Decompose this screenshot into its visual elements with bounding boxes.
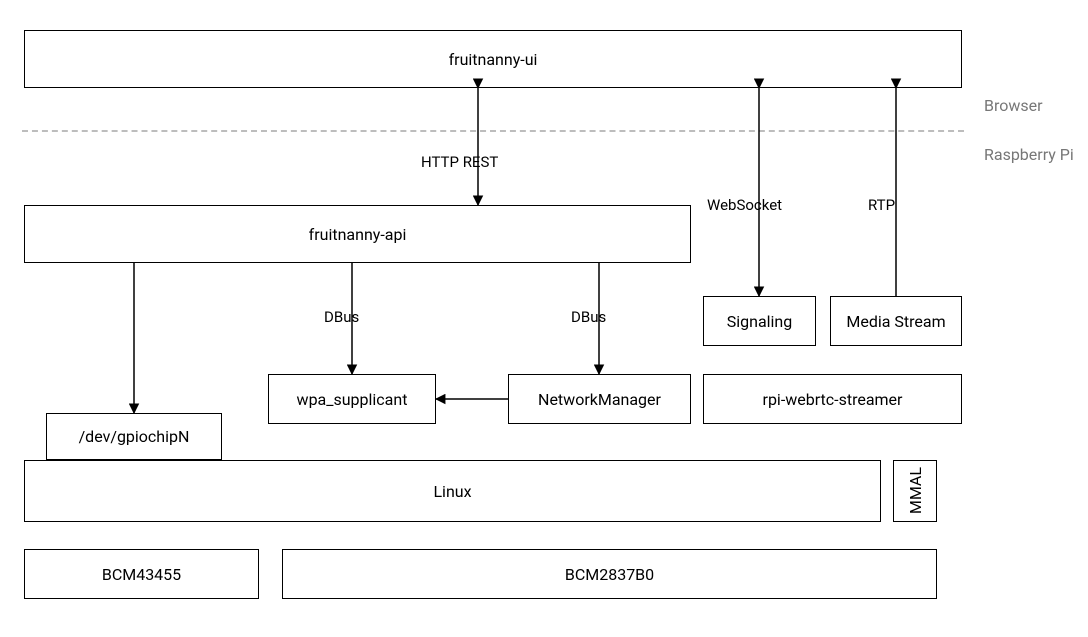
box-label: NetworkManager [538,390,661,409]
box-label: fruitnanny-ui [449,50,538,69]
box-label: MMAL [906,467,925,514]
box-gpiochip: /dev/gpiochipN [46,413,222,460]
box-label: BCM2837B0 [565,565,654,584]
box-label: Linux [433,482,471,501]
box-signaling: Signaling [703,296,816,346]
box-label: BCM43455 [102,565,181,584]
section-label-browser: Browser [984,96,1043,115]
box-label: fruitnanny-api [309,225,407,244]
box-label: /dev/gpiochipN [79,427,190,446]
edge-label-dbus-nm: DBus [571,308,606,326]
box-fruitnanny-ui: fruitnanny-ui [24,30,962,88]
box-bcm43455: BCM43455 [24,549,259,599]
box-label: Signaling [727,312,793,331]
box-label: wpa_supplicant [297,390,408,409]
box-mmal: MMAL [893,460,937,522]
diagram-canvas: Browser Raspberry Pi fruitnanny-ui fruit… [0,0,1088,637]
box-media-stream: Media Stream [830,296,962,346]
edge-label-websocket: WebSocket [707,196,782,214]
edge-label-dbus-wpa: DBus [324,308,359,326]
section-label-raspberry-pi: Raspberry Pi [984,145,1074,164]
box-label: rpi-webrtc-streamer [763,390,903,409]
divider-dashed-line [22,130,964,132]
edge-label-rtp: RTP [868,196,895,214]
box-label: Media Stream [846,312,945,331]
box-wpa-supplicant: wpa_supplicant [268,374,436,424]
box-linux: Linux [24,460,881,522]
box-fruitnanny-api: fruitnanny-api [24,205,691,263]
box-rpi-webrtc-streamer: rpi-webrtc-streamer [703,374,962,424]
edge-label-http-rest: HTTP REST [421,153,498,171]
box-network-manager: NetworkManager [508,374,691,424]
box-bcm2837b0: BCM2837B0 [282,549,937,599]
